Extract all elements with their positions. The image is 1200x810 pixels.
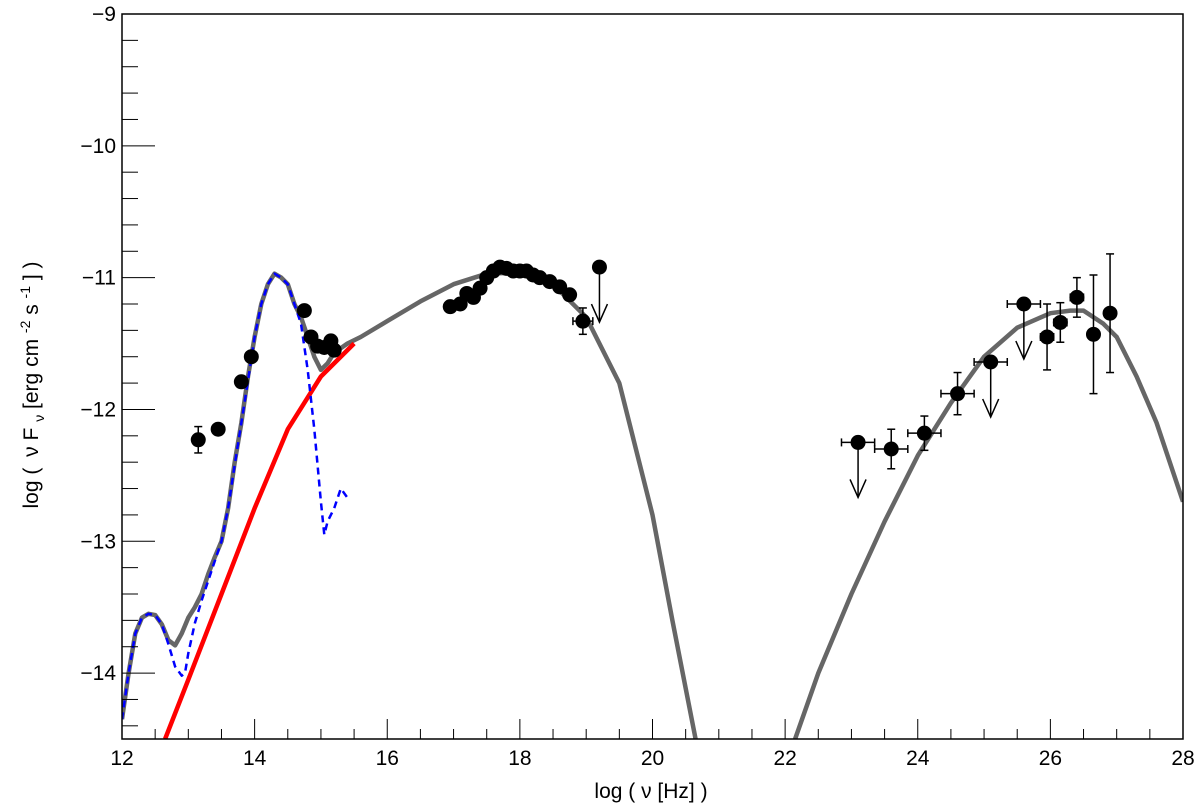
y-tick-label: −11 [82,267,116,290]
curve-total-model-low [122,270,698,739]
data-marker [916,425,932,441]
curve-synchrotron-jet [163,341,356,739]
y-title-subscript: ν [31,415,47,422]
data-marker [562,287,578,303]
x-tick-label: 16 [376,747,399,770]
data-marker [575,313,591,329]
x-tick-label: 22 [773,747,796,770]
x-axis-title: log ( ν [Hz] ) [594,780,707,803]
data-marker [1039,329,1055,345]
data-marker [591,259,607,275]
data-point [562,287,578,303]
y-title-superscript-1: -2 [17,320,33,333]
data-marker [1052,314,1068,330]
x-tick-label: 14 [243,747,267,770]
x-tick-label: 12 [110,747,133,770]
data-point [1052,301,1068,343]
y-title-part-h: ] ) [20,261,43,280]
data-marker [983,354,999,370]
data-marker [233,374,249,390]
data-point [590,259,609,324]
plot-area [122,253,1183,739]
data-point [940,371,975,416]
data-marker [1102,305,1118,321]
data-point [210,421,226,437]
data-marker [1085,326,1101,342]
data-marker [883,441,899,457]
data-point [873,428,909,470]
data-point [326,342,342,358]
y-axis-title: log ( ν F ν [erg cm -2 s -1 ] ) [12,261,49,508]
y-tick-label: −13 [80,530,116,553]
data-point [840,434,876,500]
y-title-part-d: [erg cm [20,339,43,409]
data-marker [1069,289,1085,305]
data-point [233,374,249,390]
x-tick-label: 28 [1171,747,1194,770]
upper-limit-arrow [849,479,867,500]
data-point [190,425,206,454]
data-marker [296,303,312,319]
data-point [1039,303,1055,371]
data-point [1102,253,1118,374]
data-point [1085,274,1101,395]
upper-limit-arrow [1015,340,1033,361]
data-marker [210,421,226,437]
upper-limit-arrow [982,398,1000,419]
y-title-part-a: log ( [20,468,43,509]
y-title-part-b: ν F [20,428,43,457]
y-title-superscript-2: -1 [17,286,33,299]
x-tick-label: 20 [641,747,664,770]
y-tick-label: −14 [80,662,116,685]
data-point [907,415,942,452]
y-tick-label: −12 [80,398,116,421]
data-point [572,307,594,336]
x-tick-label: 24 [906,747,930,770]
y-title-part-f: s [20,304,43,315]
data-point [243,349,259,365]
plot-frame [121,13,1184,740]
axes: 12 14 16 18 20 22 24 26 28 −14 −13 −12 −11 −10 −9 [80,3,1194,770]
data-point [1006,296,1042,361]
data-marker [850,434,866,450]
data-point [296,303,312,319]
upper-limit-arrow [590,303,609,324]
curve-total-model-high [792,308,1183,739]
data-point [1069,276,1085,318]
data-marker [190,432,206,448]
y-tick-label: −10 [80,135,116,158]
data-marker [326,342,342,358]
data-point [973,354,1009,419]
x-tick-label: 18 [508,747,531,770]
x-tick-label: 26 [1039,747,1062,770]
data-marker [950,386,966,402]
data-marker [1016,296,1032,312]
y-tick-label: −9 [92,3,116,26]
data-marker [243,349,259,365]
